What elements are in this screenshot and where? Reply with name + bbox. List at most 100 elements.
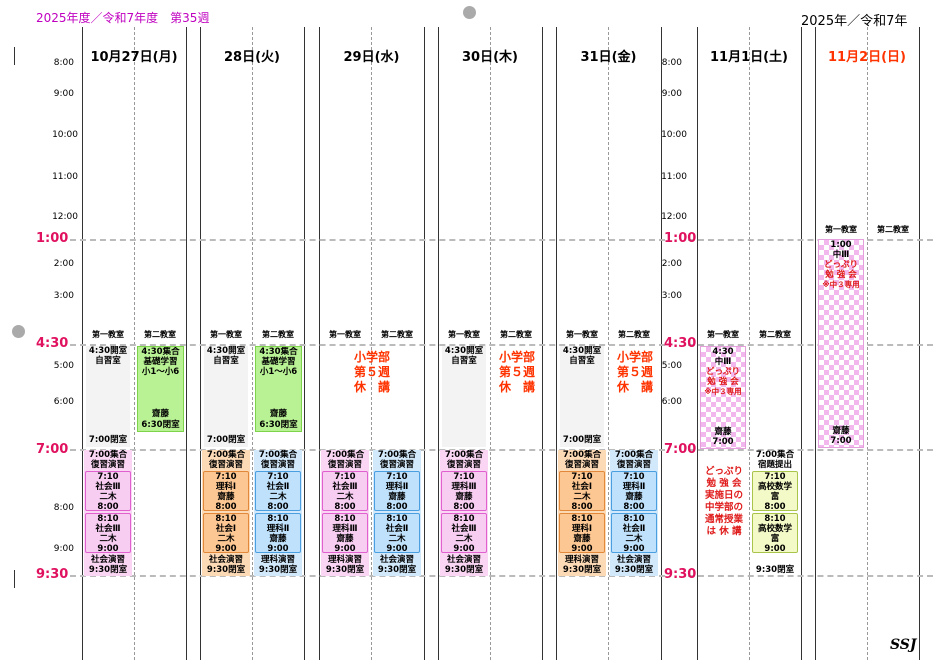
grid-line — [697, 27, 698, 660]
evening-session-room2: 7:00集合 宿題提出 9:30閉室 — [755, 450, 795, 575]
lesson-block[interactable]: 7:10 社会Ⅲ 二木 8:00 — [322, 471, 368, 512]
lesson-block[interactable]: 8:10 理科Ⅲ 齋藤 9:00 — [322, 513, 368, 554]
time-guide-line — [688, 449, 933, 451]
lesson-block[interactable]: 8:10 理科Ⅰ 齋藤 9:00 — [559, 513, 605, 554]
grid-divider — [608, 27, 609, 660]
grid-line — [542, 27, 543, 660]
time-label: 12:00 — [661, 212, 687, 222]
time-guide-line — [70, 344, 665, 346]
room-label: 第一教室 — [210, 330, 242, 339]
year-title: 2025年／令和7年 — [801, 14, 908, 29]
grid-divider — [749, 27, 750, 660]
grid-divider — [490, 27, 491, 660]
room-label: 第二教室 — [618, 330, 650, 339]
time-label: 2:00 — [661, 259, 682, 269]
elementary-class-block: 4:30集合 基礎学習 小1～小6 齋藤 6:30閉室 — [137, 346, 184, 432]
room-label: 第二教室 — [759, 330, 791, 339]
time-guide-line — [688, 239, 933, 241]
lesson-block[interactable]: 7:10 社会Ⅱ 二木 8:00 — [255, 471, 301, 512]
room-label: 第一教室 — [92, 330, 124, 339]
time-label: 11:00 — [661, 172, 687, 182]
time-label: 9:00 — [661, 89, 682, 99]
time-label: 3:00 — [53, 291, 74, 301]
lesson-block[interactable]: 7:10 社会Ⅲ 二木 8:00 — [85, 471, 131, 512]
room-label: 第一教室 — [825, 225, 857, 234]
binding-mark — [14, 47, 15, 65]
closure-notice: 小学部 第５週休 講 — [616, 350, 653, 394]
room-label: 第二教室 — [500, 330, 532, 339]
time-label: 2:00 — [53, 259, 74, 269]
time-label: 8:00 — [53, 503, 74, 513]
punch-hole-top — [463, 6, 476, 19]
time-label: 6:00 — [53, 397, 74, 407]
room-label: 第一教室 — [707, 330, 739, 339]
study-room-block: 4:30開室 自習室 7:00閉室 — [86, 346, 130, 447]
room-label: 第一教室 — [329, 330, 361, 339]
day-sunday: 11月2日(日) — [827, 50, 907, 65]
lesson-block[interactable]: 7:10 理科Ⅱ 齋藤 8:00 — [374, 471, 420, 512]
lesson-block[interactable]: 7:10 理科Ⅲ 齋藤 8:00 — [441, 471, 487, 512]
ssj-mark: SSJ — [890, 637, 917, 653]
day-thursday: 30日(木) — [462, 50, 518, 65]
day-saturday: 11月1日(土) — [709, 50, 789, 65]
study-room-block: 4:30開室 自習室 7:00閉室 — [204, 346, 248, 447]
time-4-30: 4:30 — [36, 336, 69, 351]
closure-notice: 小学部 第５週休 講 — [353, 350, 390, 394]
elementary-class-block: 4:30集合 基礎学習 小1～小6 齋藤 6:30閉室 — [255, 346, 302, 432]
time-9-30: 9:30 — [664, 567, 697, 582]
grid-divider — [371, 27, 372, 660]
room-label: 第一教室 — [448, 330, 480, 339]
punch-hole-left — [12, 325, 25, 338]
room-label: 第二教室 — [144, 330, 176, 339]
grid-line — [424, 27, 425, 660]
lesson-block[interactable]: 7:10 社会Ⅰ 二木 8:00 — [559, 471, 605, 512]
time-7-00: 7:00 — [36, 442, 69, 457]
lesson-block[interactable]: 8:10 理科Ⅱ 齋藤 9:00 — [255, 513, 301, 554]
time-7-00: 7:00 — [664, 442, 697, 457]
grid-line — [815, 27, 816, 660]
time-1-00: 1:00 — [36, 231, 69, 246]
time-1-00: 1:00 — [664, 231, 697, 246]
time-label: 8:00 — [661, 58, 682, 68]
grid-line — [82, 27, 83, 660]
room-label: 第二教室 — [877, 225, 909, 234]
time-label: 8:00 — [53, 58, 74, 68]
time-label: 5:00 — [53, 361, 74, 371]
grid-divider — [867, 27, 868, 660]
lesson-block[interactable]: 8:10 社会Ⅲ 二木 9:00 — [441, 513, 487, 554]
grid-line — [186, 27, 187, 660]
lesson-block[interactable]: 7:10 高校数学富 8:00 — [752, 471, 798, 512]
lesson-block[interactable]: 8:10 社会Ⅱ 二木 9:00 — [611, 513, 657, 554]
lesson-block[interactable]: 7:10 理科Ⅰ 齋藤 8:00 — [203, 471, 249, 512]
saturday-notice: どっぷり勉 強 会実施日の 中学部の 通常授業は 休 講 — [704, 466, 743, 537]
grid-line — [438, 27, 439, 660]
grid-line — [801, 27, 802, 660]
time-label: 3:00 — [661, 291, 682, 301]
room-label: 第一教室 — [566, 330, 598, 339]
lesson-block[interactable]: 7:10 理科Ⅱ 齋藤 8:00 — [611, 471, 657, 512]
lesson-block[interactable]: 8:10 社会Ⅱ 二木 9:00 — [374, 513, 420, 554]
room-label: 第二教室 — [381, 330, 413, 339]
lesson-block[interactable]: 8:10 高校数学富 9:00 — [752, 513, 798, 554]
fiscal-week-title: 2025年度／令和7年度 第35週 — [36, 11, 210, 25]
grid-divider — [134, 27, 135, 660]
grid-line — [319, 27, 320, 660]
binding-mark — [14, 570, 15, 588]
time-label: 9:00 — [53, 89, 74, 99]
lesson-block[interactable]: 8:10 社会Ⅲ 二木 9:00 — [85, 513, 131, 554]
special-study-session[interactable]: 1:00 中Ⅲ どっぷり勉 強 会 ※中３専用 齋藤 7:00 — [818, 239, 864, 448]
closure-notice: 小学部 第５週休 講 — [498, 350, 535, 394]
day-tuesday: 28日(火) — [224, 50, 280, 65]
day-wednesday: 29日(水) — [343, 50, 400, 65]
grid-line — [919, 27, 920, 660]
time-guide-line — [70, 575, 665, 577]
day-monday: 10月27日(月) — [90, 50, 178, 65]
grid-line — [200, 27, 201, 660]
time-guide-line — [688, 575, 933, 577]
time-guide-line — [70, 239, 665, 241]
lesson-block[interactable]: 8:10 社会Ⅰ 二木 9:00 — [203, 513, 249, 554]
time-label: 6:00 — [661, 397, 682, 407]
special-study-session[interactable]: 4:30 中Ⅲ どっぷり勉 強 会 ※中３専用 齋藤 7:00 — [700, 346, 746, 449]
time-label: 10:00 — [52, 130, 78, 140]
